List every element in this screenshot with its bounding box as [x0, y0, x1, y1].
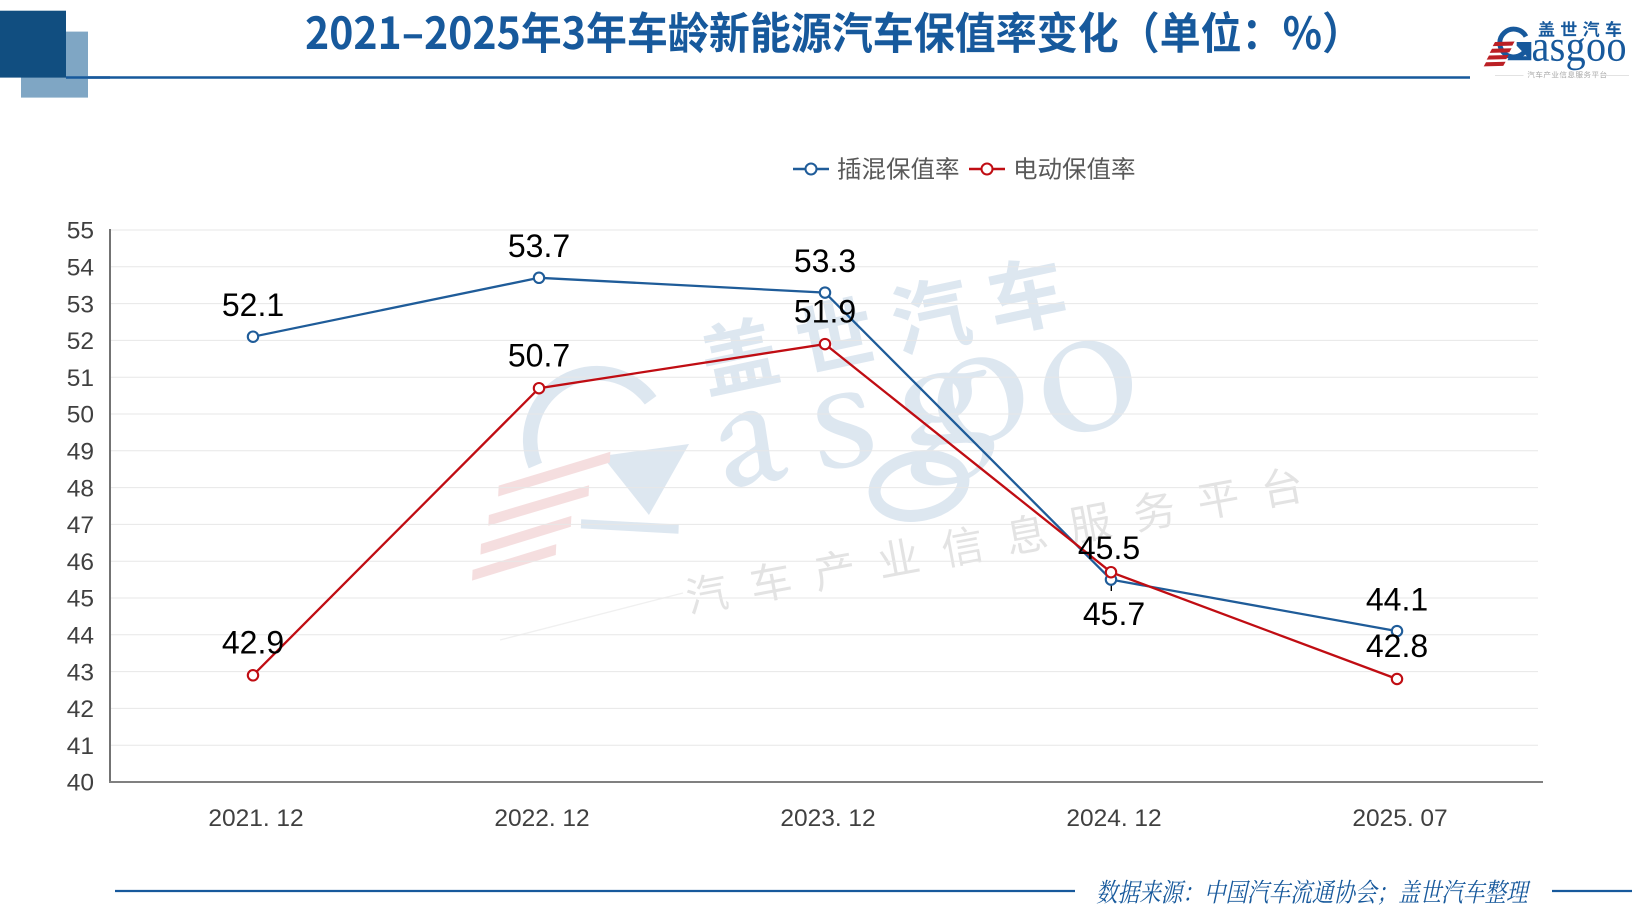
- svg-text:50.7: 50.7: [508, 337, 570, 373]
- svg-text:2025. 07: 2025. 07: [1352, 805, 1447, 832]
- svg-text:44: 44: [67, 623, 94, 650]
- svg-text:54: 54: [67, 255, 94, 282]
- svg-text:42.8: 42.8: [1366, 628, 1428, 664]
- svg-text:2024. 12: 2024. 12: [1066, 805, 1161, 832]
- svg-text:51: 51: [67, 365, 94, 392]
- svg-text:42: 42: [67, 696, 94, 723]
- svg-text:52: 52: [67, 328, 94, 355]
- svg-text:45.7: 45.7: [1083, 596, 1145, 632]
- svg-text:50: 50: [67, 402, 94, 429]
- svg-text:49: 49: [67, 439, 94, 466]
- svg-text:55: 55: [67, 218, 94, 245]
- svg-text:52.1: 52.1: [222, 287, 284, 323]
- svg-text:42.9: 42.9: [222, 625, 284, 661]
- svg-text:45: 45: [67, 586, 94, 613]
- svg-text:44.1: 44.1: [1366, 581, 1428, 617]
- svg-text:53.3: 53.3: [794, 243, 856, 279]
- svg-text:40: 40: [67, 770, 94, 797]
- svg-text:41: 41: [67, 733, 94, 760]
- svg-text:2023. 12: 2023. 12: [780, 805, 875, 832]
- svg-text:53: 53: [67, 291, 94, 318]
- svg-text:46: 46: [67, 549, 94, 576]
- svg-text:48: 48: [67, 475, 94, 502]
- svg-text:2021. 12: 2021. 12: [208, 805, 303, 832]
- svg-text:53.7: 53.7: [508, 228, 570, 264]
- svg-text:51.9: 51.9: [794, 293, 856, 329]
- svg-text:45.5: 45.5: [1078, 530, 1140, 566]
- svg-text:2022. 12: 2022. 12: [494, 805, 589, 832]
- svg-text:47: 47: [67, 512, 94, 539]
- svg-text:43: 43: [67, 659, 94, 686]
